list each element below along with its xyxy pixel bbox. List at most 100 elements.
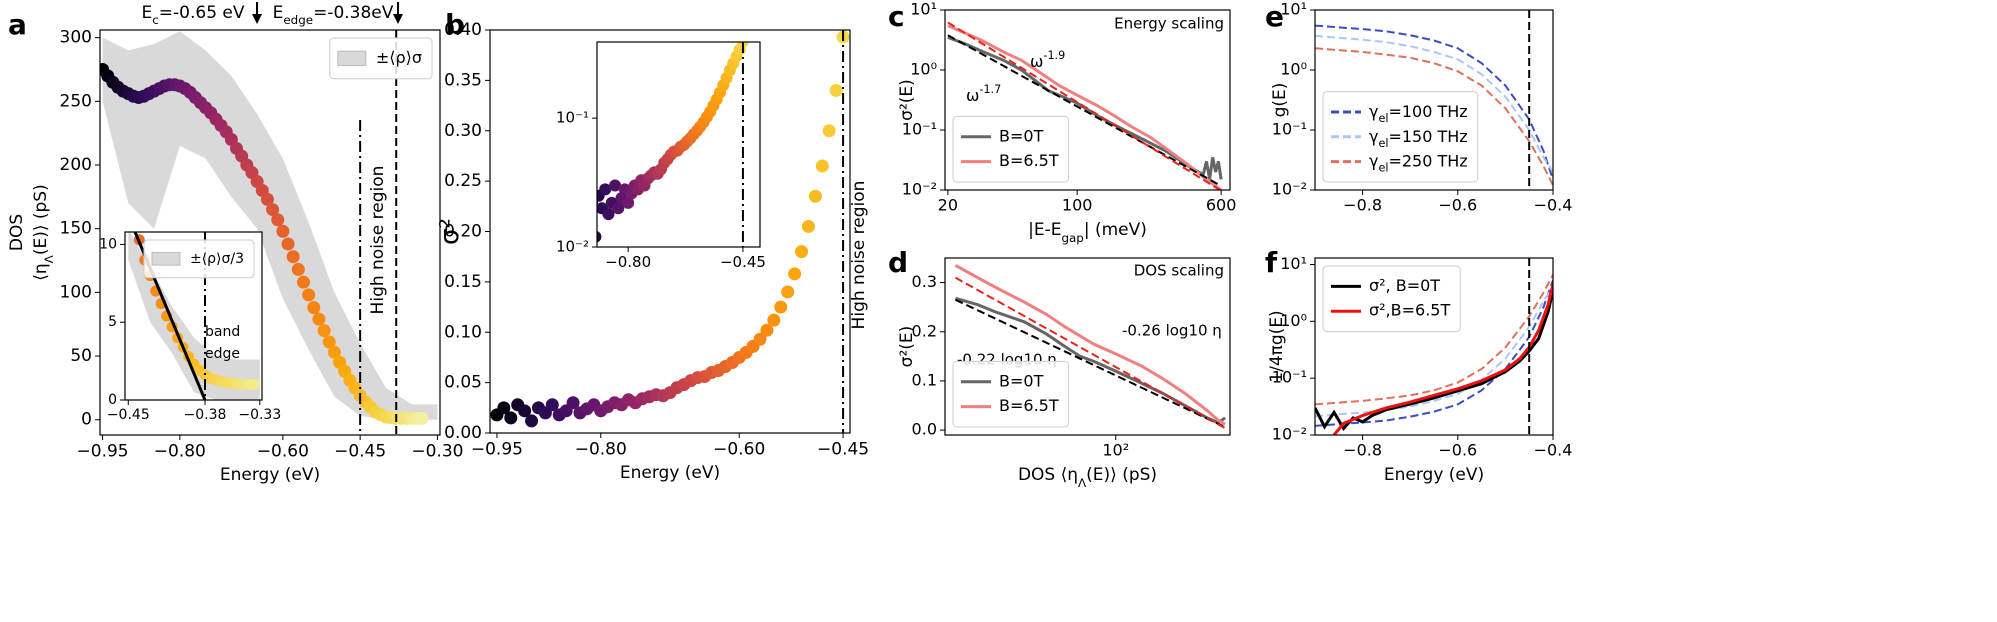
y-tick-label: 0 xyxy=(81,410,92,430)
y-tick-label: 10⁻² xyxy=(902,180,937,199)
point xyxy=(583,183,595,195)
point xyxy=(266,203,280,217)
annotation: ω-1.9 xyxy=(1030,49,1065,71)
x-tick-label: 20 xyxy=(938,196,958,215)
line xyxy=(954,264,1226,426)
legend-patch xyxy=(337,50,367,67)
legend-label: γel=100 THz xyxy=(1369,102,1468,125)
annotation: High noise region xyxy=(849,181,869,330)
y-tick-label: 150 xyxy=(60,219,92,239)
legend-patch xyxy=(151,252,181,266)
text-part: -1.9 xyxy=(1043,49,1065,62)
y-tick-label: 0.0 xyxy=(912,420,937,439)
y-tick-label: 50 xyxy=(70,346,92,366)
text-part: gap xyxy=(1061,231,1083,245)
x-tick-label: 600 xyxy=(1206,196,1237,215)
y-tick-label: 0.40 xyxy=(444,20,482,40)
y-tick-label: 200 xyxy=(60,155,92,175)
y-tick-label: 300 xyxy=(60,28,92,48)
point xyxy=(281,237,295,251)
line xyxy=(1315,34,1553,173)
point xyxy=(322,335,336,349)
text-part: =-0.38eV xyxy=(313,3,394,23)
y-axis-label: σ²(E) xyxy=(897,326,917,368)
point xyxy=(296,275,310,289)
arrow-head xyxy=(393,14,403,24)
x-tick-label: −0.30 xyxy=(411,442,463,462)
y-axis-label: ⟨ηΛ(E)⟩ (pS) xyxy=(31,184,56,280)
point xyxy=(271,213,285,227)
text-part: =-0.65 eV xyxy=(159,3,245,23)
point xyxy=(307,301,321,315)
y-tick-label: 10⁻² xyxy=(1272,180,1307,199)
panel: 10² 0.0 0.1 0.2 0.3 DOS ⟨ηΛ(E)⟩ (pS) σ²(E) d DOS… xyxy=(888,246,1231,490)
line xyxy=(947,24,1223,190)
x-tick-label: −0.4 xyxy=(1534,196,1573,215)
legend-label: B=0T xyxy=(999,126,1044,145)
legend-label: B=6.5T xyxy=(999,151,1059,170)
point xyxy=(545,398,559,412)
x-tick-label: −0.8 xyxy=(1343,441,1382,460)
y-tick-label: 0.15 xyxy=(444,272,482,292)
y-tick-label: 10⁻¹ xyxy=(1272,368,1307,387)
point xyxy=(612,202,625,215)
point xyxy=(302,288,316,302)
line xyxy=(1315,24,1553,180)
point xyxy=(566,396,580,410)
point xyxy=(580,218,592,230)
legend-frame xyxy=(952,360,1070,428)
point xyxy=(760,323,774,337)
legend-label: ±⟨ρ⟩σ/3 xyxy=(190,251,244,267)
arrow-head xyxy=(252,14,262,24)
x-tick-label: −0.95 xyxy=(77,442,129,462)
text-part: ⟨η xyxy=(31,263,51,280)
point xyxy=(815,159,829,173)
y-tick-label: 0.20 xyxy=(444,222,482,242)
point xyxy=(781,285,795,299)
line xyxy=(1332,283,1553,435)
point xyxy=(795,245,809,259)
x-tick-label: −0.45 xyxy=(817,440,869,460)
line xyxy=(1315,279,1553,427)
y-tick-label: 10⁻¹ xyxy=(556,109,589,127)
text-part: el xyxy=(1378,112,1388,125)
legend-frame xyxy=(952,115,1070,183)
axes-frame xyxy=(124,231,263,401)
annotation: DOS scaling xyxy=(1134,262,1224,280)
axes-frame xyxy=(944,9,1231,191)
legend: ±⟨ρ⟩σ/3 xyxy=(143,239,255,279)
text-part: E xyxy=(273,3,284,23)
y-tick-label: 0.10 xyxy=(444,322,482,342)
x-tick-label: 10² xyxy=(1102,441,1129,460)
legend-label: γel=250 THz xyxy=(1369,151,1468,174)
y-tick-label: 10¹ xyxy=(1280,254,1307,273)
annotation: Ec=-0.65 eV xyxy=(141,3,244,27)
axes-frame xyxy=(1314,257,1554,436)
x-axis-label: Energy (eV) xyxy=(220,465,320,485)
text-part: el xyxy=(1378,161,1388,174)
y-tick-label: 10⁰ xyxy=(1280,60,1307,79)
legend-frame xyxy=(329,37,433,80)
point xyxy=(597,231,602,243)
point xyxy=(525,414,539,428)
text-part: E xyxy=(141,3,152,23)
text-part: γ xyxy=(1369,126,1378,145)
y-axis-label: σ² xyxy=(435,218,465,245)
plot-area xyxy=(490,30,850,433)
legend-label: σ², B=0T xyxy=(1369,276,1440,295)
y-tick-label: 0.25 xyxy=(444,171,482,191)
point xyxy=(248,378,260,390)
y-tick-label: 0.05 xyxy=(444,373,482,393)
panel-label: a xyxy=(8,8,27,41)
line xyxy=(947,34,1222,187)
axes-frame xyxy=(596,41,761,248)
plot-area xyxy=(580,42,749,247)
annotation: ω-1.7 xyxy=(966,83,1001,105)
panel-label: e xyxy=(1265,0,1284,33)
text-part: |E-E xyxy=(1028,220,1061,240)
text-part: =150 THz xyxy=(1388,126,1467,145)
y-axis-label: σ²(E) xyxy=(897,79,917,121)
text-part: edge xyxy=(283,13,313,27)
point xyxy=(415,411,429,425)
